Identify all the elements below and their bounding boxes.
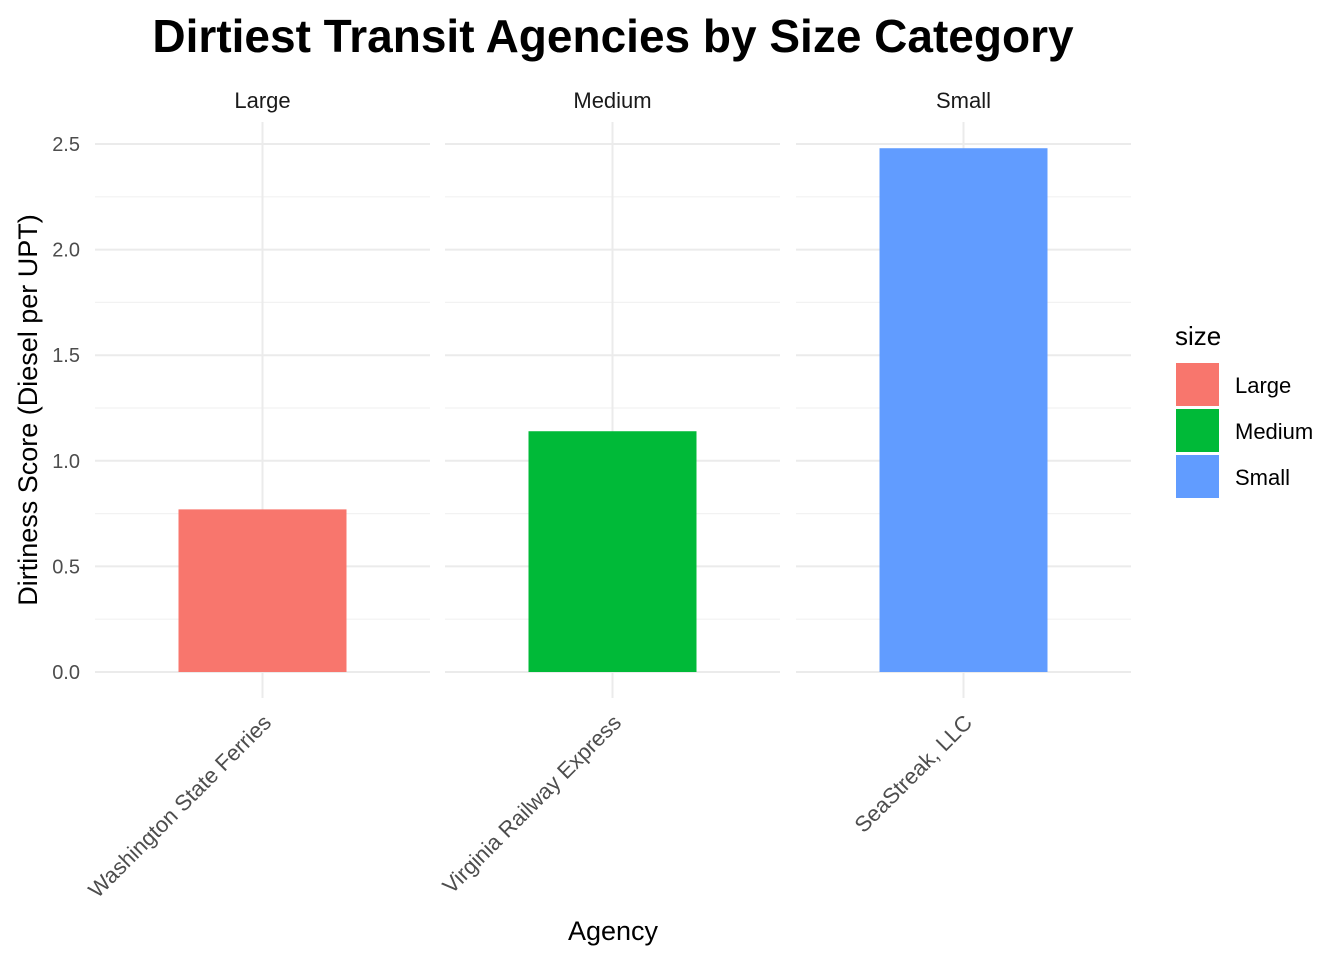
y-tick-label: 2.0 — [52, 240, 80, 262]
legend-swatch — [1176, 409, 1219, 452]
legend-title: size — [1175, 321, 1221, 351]
facet-panels: Large Washington State Ferries Medium Virgi… — [83, 88, 1131, 902]
y-axis-title: Dirtiness Score (Diesel per UPT) — [13, 214, 43, 606]
y-tick-label: 2.5 — [52, 134, 80, 156]
legend-item-small: Small — [1176, 455, 1290, 498]
x-axis-title: Agency — [568, 916, 659, 946]
y-tick-label: 1.5 — [52, 345, 80, 367]
legend: size Large Medium Small — [1175, 321, 1313, 498]
x-tick-label: Virginia Railway Express — [437, 710, 626, 899]
y-tick-label: 0.0 — [52, 662, 80, 684]
facet-panel-small: Small SeaStreak, LLC — [796, 88, 1131, 837]
legend-label: Small — [1235, 465, 1290, 490]
legend-label: Large — [1235, 373, 1291, 398]
x-tick-label: Washington State Ferries — [83, 710, 276, 903]
bar-medium — [528, 431, 697, 672]
legend-label: Medium — [1235, 419, 1313, 444]
facet-panel-large: Large Washington State Ferries — [83, 88, 430, 902]
y-tick-label: 0.5 — [52, 556, 80, 578]
y-tick-label: 1.0 — [52, 451, 80, 473]
bar-small — [879, 148, 1048, 672]
chart-title: Dirtiest Transit Agencies by Size Catego… — [152, 10, 1074, 62]
facet-strip-label: Small — [936, 88, 991, 113]
legend-item-large: Large — [1176, 363, 1291, 406]
legend-swatch — [1176, 363, 1219, 406]
x-tick-label: SeaStreak, LLC — [850, 710, 978, 838]
y-axis: 0.0 0.5 1.0 1.5 2.0 2.5 — [52, 134, 80, 684]
facet-strip-label: Large — [234, 88, 290, 113]
facet-panel-medium: Medium Virginia Railway Express — [437, 88, 780, 898]
legend-swatch — [1176, 455, 1219, 498]
facet-strip-label: Medium — [573, 88, 651, 113]
bar-large — [178, 509, 347, 672]
legend-item-medium: Medium — [1176, 409, 1313, 452]
